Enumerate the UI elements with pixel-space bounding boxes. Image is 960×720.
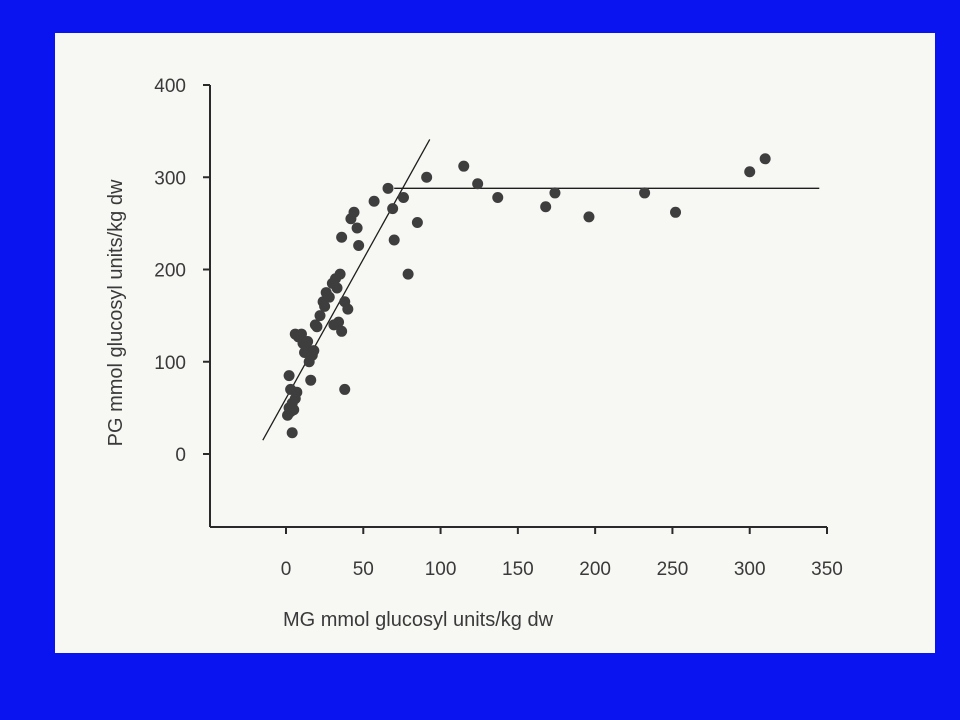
fit-line-1 [262,139,431,441]
x-tick-label: 50 [353,559,374,580]
fit-lines [262,139,820,441]
x-tick-label: 300 [734,559,766,580]
x-tick-label: 100 [425,559,457,580]
data-point [402,268,414,280]
y-axis-label: PG mmol glucosyl units/kg dw [105,179,127,446]
y-tick-label: 0 [175,445,186,466]
data-point [334,268,346,280]
scatter-chart: 0 100 200 300 400 0 50 100 150 200 250 300 350 MG mm… [105,76,843,631]
data-point [458,160,470,172]
figure-paper: 0 100 200 300 400 0 50 100 150 200 250 300 350 MG mm… [55,33,935,653]
data-point [314,310,326,322]
data-point [540,201,552,213]
data-point [388,234,400,246]
data-point [348,206,360,218]
data-point [639,187,651,199]
data-points [282,153,771,439]
data-point [351,222,363,234]
data-point [305,374,317,386]
axes: 0 100 200 300 400 0 50 100 150 200 250 300 350 [154,76,843,580]
data-point [336,325,348,337]
data-point [397,192,409,204]
data-point [549,187,561,199]
y-tick-label: 200 [154,261,186,282]
data-point [492,192,504,204]
data-point [353,240,365,252]
data-point [333,316,345,328]
data-point [295,328,307,340]
data-point [382,182,394,194]
data-point [472,178,484,190]
x-tick-label: 250 [657,559,689,580]
data-point [339,383,351,395]
data-point [744,166,756,178]
data-point [411,216,423,228]
x-tick-label: 350 [811,559,843,580]
y-tick-label: 100 [154,353,186,374]
data-point [311,321,323,333]
data-point [368,195,380,207]
data-point [583,211,595,223]
y-tick-label: 300 [154,168,186,189]
x-tick-label: 200 [579,559,611,580]
data-point [319,300,331,312]
data-point [759,153,771,165]
x-tick-label: 0 [281,559,292,580]
y-tick-label: 400 [154,76,186,97]
x-tick-label: 150 [502,559,534,580]
x-axis-label: MG mmol glucosyl units/kg dw [283,609,554,631]
data-point [331,282,343,294]
data-point [286,427,298,439]
data-point [342,303,354,315]
data-point [336,231,348,243]
data-point [421,171,433,183]
data-point [670,206,682,218]
data-point [308,345,320,357]
data-point [285,383,297,395]
data-point [387,203,399,215]
data-point [323,291,335,303]
data-point [288,404,300,416]
data-point [283,370,295,382]
data-point [302,335,314,347]
